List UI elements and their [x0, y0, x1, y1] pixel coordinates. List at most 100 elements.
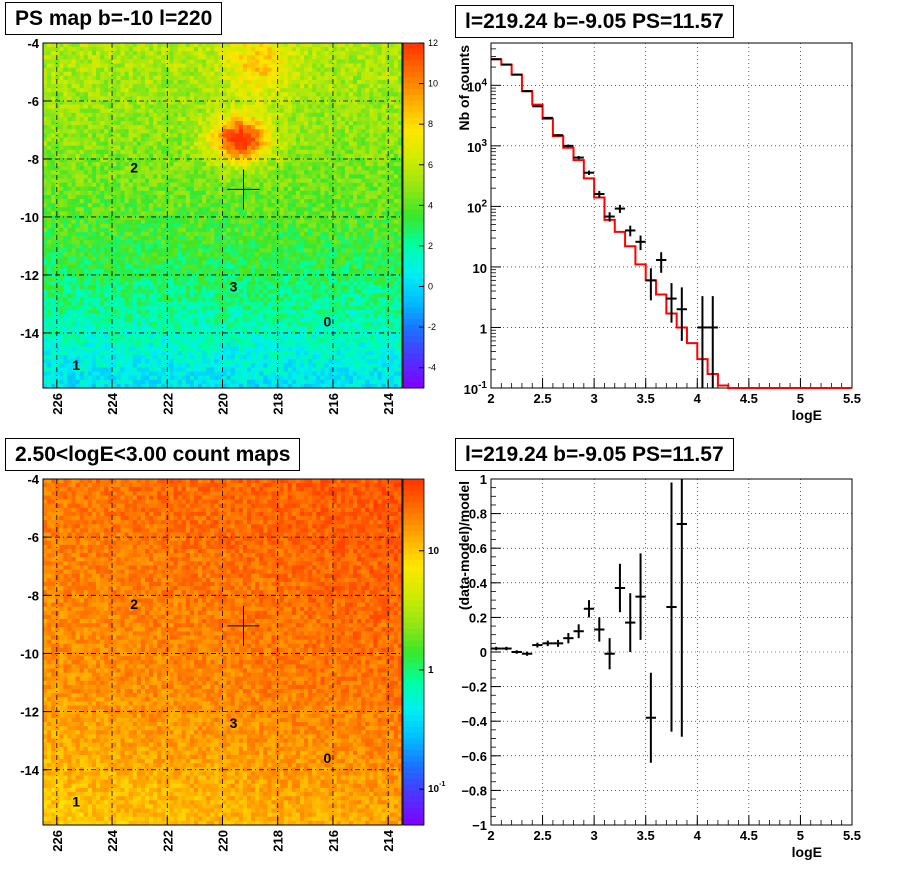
heatmap-cell [198, 170, 202, 175]
heatmap-cell [284, 117, 288, 122]
heatmap-cell [271, 113, 275, 118]
heatmap-cell [104, 240, 108, 245]
heatmap-cell [369, 183, 373, 188]
heatmap-cell [59, 125, 63, 130]
heatmap-cell [153, 187, 157, 192]
heatmap-cell [251, 211, 255, 216]
heatmap-cell [369, 64, 373, 69]
heatmap-cell [116, 125, 120, 130]
heatmap-cell [55, 199, 59, 204]
heatmap-cell [312, 179, 316, 184]
heatmap-cell [308, 125, 312, 130]
heatmap-cell [382, 68, 386, 73]
heatmap-cell [202, 146, 206, 151]
heatmap-cell [329, 228, 333, 233]
heatmap-cell [361, 64, 365, 69]
heatmap-cell [182, 88, 186, 93]
heatmap-cell [369, 162, 373, 167]
heatmap-cell [259, 146, 263, 151]
heatmap-cell [72, 220, 76, 225]
heatmap-cell [259, 92, 263, 97]
heatmap-cell [129, 216, 133, 221]
heatmap-cell [137, 129, 141, 134]
heatmap-cell [59, 121, 63, 126]
heatmap-cell [390, 220, 394, 225]
heatmap-cell [296, 47, 300, 52]
heatmap-cell [80, 191, 84, 196]
heatmap-cell [223, 80, 227, 85]
heatmap-cell [231, 51, 235, 56]
heatmap-cell [227, 113, 231, 118]
heatmap-cell [312, 257, 316, 262]
heatmap-cell [129, 179, 133, 184]
heatmap-cell [108, 96, 112, 101]
heatmap-cell [76, 47, 80, 52]
heatmap-cell [284, 166, 288, 171]
heatmap-cell [43, 257, 47, 262]
heatmap-cell [202, 129, 206, 134]
heatmap-cell [349, 96, 353, 101]
heatmap-cell [369, 240, 373, 245]
heatmap-cell [96, 224, 100, 229]
heatmap-cell [353, 211, 357, 216]
heatmap-cell [223, 199, 227, 204]
heatmap-cell [76, 133, 80, 138]
heatmap-cell [227, 154, 231, 159]
heatmap-cell [47, 146, 51, 151]
heatmap-cell [214, 240, 218, 245]
heatmap-cell [186, 228, 190, 233]
heatmap-cell [133, 88, 137, 93]
heatmap-cell [239, 92, 243, 97]
heatmap-cell [104, 133, 108, 138]
heatmap-cell [96, 146, 100, 151]
heatmap-cell [304, 142, 308, 147]
heatmap-cell [80, 47, 84, 52]
heatmap-cell [357, 150, 361, 155]
heatmap-cell [202, 109, 206, 114]
heatmap-cell [382, 162, 386, 167]
heatmap-cell [378, 187, 382, 192]
heatmap-cell [324, 158, 328, 163]
heatmap-cell [100, 170, 104, 175]
heatmap-cell [198, 68, 202, 73]
heatmap-cell [121, 269, 125, 274]
heatmap-cell [324, 154, 328, 159]
heatmap-cell [72, 96, 76, 101]
heatmap-cell [324, 51, 328, 56]
heatmap-cell [47, 59, 51, 64]
heatmap-cell [100, 146, 104, 151]
heatmap-cell [341, 232, 345, 237]
heatmap-cell [280, 47, 284, 52]
heatmap-cell [365, 265, 369, 270]
heatmap-cell [255, 203, 259, 208]
heatmap-cell [157, 207, 161, 212]
heatmap-cell [259, 72, 263, 77]
heatmap-cell [271, 248, 275, 253]
heatmap-cell [80, 51, 84, 56]
heatmap-cell [145, 199, 149, 204]
heatmap-cell [349, 207, 353, 212]
heatmap-cell [300, 113, 304, 118]
heatmap-cell [255, 117, 259, 122]
heatmap-cell [92, 150, 96, 155]
heatmap-cell [394, 207, 398, 212]
heatmap-cell [337, 166, 341, 171]
heatmap-cell [116, 96, 120, 101]
heatmap-cell [121, 232, 125, 237]
heatmap-cell [320, 59, 324, 64]
heatmap-cell [145, 109, 149, 114]
heatmap-cell [296, 76, 300, 81]
heatmap-cell [141, 191, 145, 196]
heatmap-cell [324, 183, 328, 188]
heatmap-cell [373, 96, 377, 101]
heatmap-cell [353, 269, 357, 274]
heatmap-cell [231, 162, 235, 167]
heatmap-cell [80, 265, 84, 270]
heatmap-cell [116, 203, 120, 208]
heatmap-cell [357, 117, 361, 122]
heatmap-cell [84, 84, 88, 89]
heatmap-cell [259, 199, 263, 204]
heatmap-cell [145, 236, 149, 241]
heatmap-cell [182, 133, 186, 138]
heatmap-cell [161, 244, 165, 249]
